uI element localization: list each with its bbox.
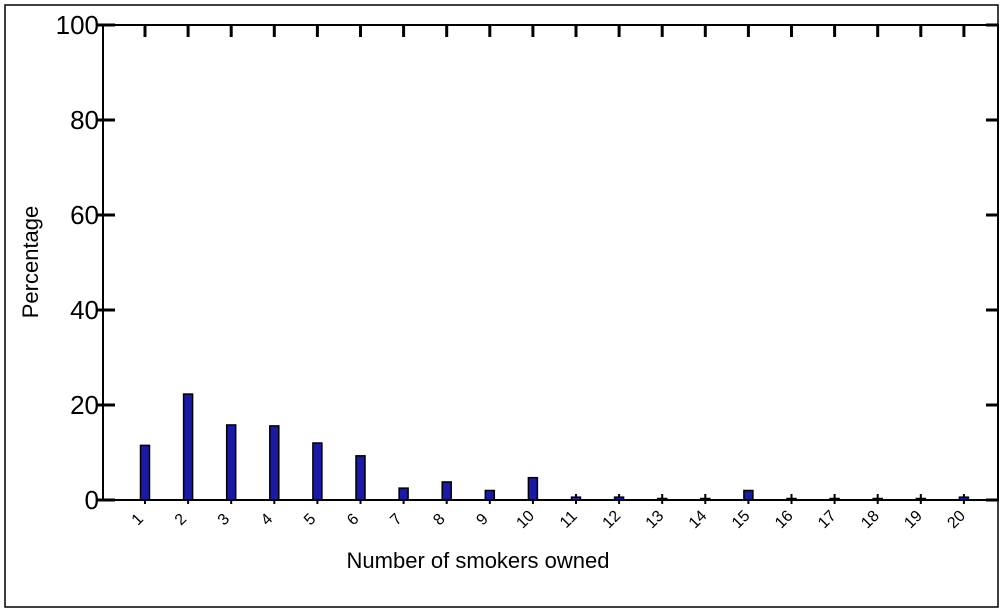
bar — [225, 424, 237, 501]
bar — [527, 476, 539, 501]
plot-border — [102, 24, 999, 501]
bar — [484, 489, 496, 501]
bar — [872, 497, 883, 501]
bar — [570, 496, 582, 501]
bar — [441, 481, 452, 501]
y-tick-label: 20 — [70, 390, 99, 420]
bar — [182, 393, 194, 501]
bar — [613, 496, 625, 501]
bar — [958, 496, 970, 501]
bar — [743, 489, 754, 501]
bar — [700, 497, 711, 501]
y-tick-label: 40 — [70, 295, 99, 325]
bar — [139, 444, 151, 501]
bar — [656, 497, 668, 501]
y-tick-label: 0 — [85, 485, 99, 515]
y-axis-label: Percentage — [18, 206, 43, 319]
y-tick-label: 60 — [70, 200, 99, 230]
bar — [312, 442, 323, 501]
bar — [269, 425, 280, 501]
outer-frame — [4, 4, 999, 608]
bar — [355, 455, 366, 501]
bar — [786, 497, 797, 501]
bar — [915, 497, 927, 501]
y-tick-label: 80 — [70, 105, 99, 135]
bar — [398, 487, 409, 501]
x-axis-label: Number of smokers owned — [347, 548, 610, 573]
bar — [829, 497, 840, 501]
y-tick-label: 100 — [56, 10, 99, 40]
